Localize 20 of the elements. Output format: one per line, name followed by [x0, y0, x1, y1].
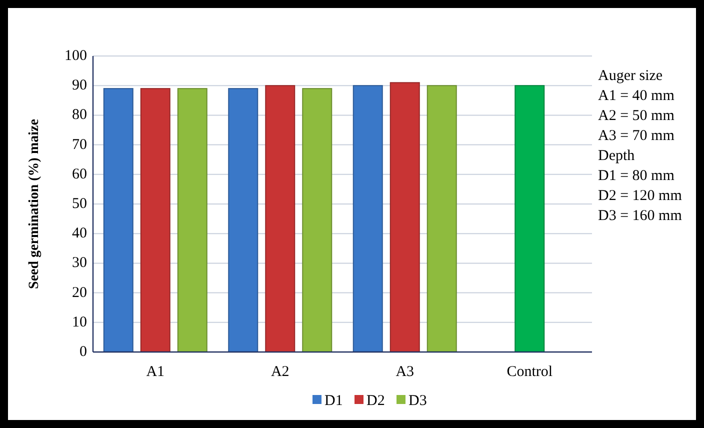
y-axis-title: Seed germination (%) maize	[27, 119, 42, 289]
y-tick-label: 40	[72, 226, 87, 242]
y-tick-label: 30	[72, 255, 87, 272]
text: Auger size A1 = 40 mm A2 = 50 mm A3 = 70 mm Depth D1 = 80 mm D2 = 120 mm D3 = 160 mm	[598, 68, 682, 224]
y-tick-label: 20	[72, 284, 87, 301]
x-tick-label: A2	[270, 364, 290, 380]
y-tick-label: 70	[72, 136, 87, 153]
y-tick-label: 80	[72, 107, 87, 124]
legend-label: D2	[366, 393, 385, 409]
x-tick-label: A1	[146, 364, 165, 380]
legend-label: D3	[408, 393, 427, 409]
y-tick-label: 0	[80, 344, 87, 360]
legend-label: D1	[324, 393, 343, 409]
y-tick-label: 60	[72, 166, 87, 182]
x-tick-label: Control	[506, 364, 553, 380]
y-tick-label: 10	[72, 314, 87, 330]
y-tick-label: 90	[72, 78, 87, 94]
y-tick-label: 50	[72, 196, 87, 212]
x-tick-label: A3	[396, 364, 414, 380]
y-tick-label: 100	[64, 48, 87, 64]
